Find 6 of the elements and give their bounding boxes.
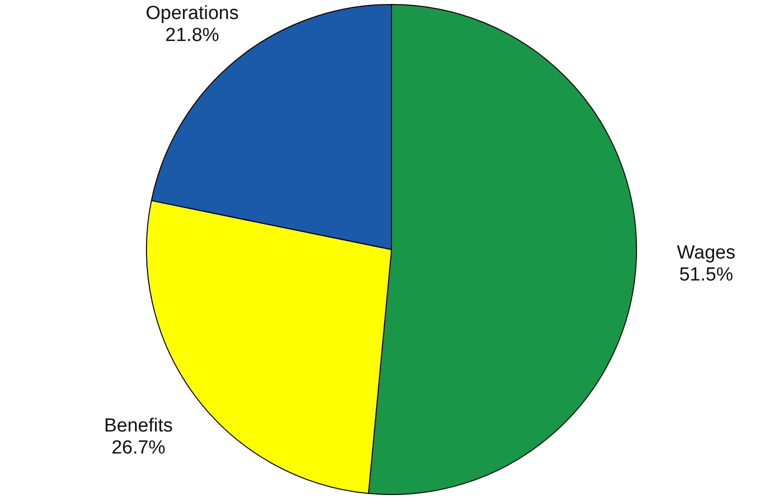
data-label: 51.5% (679, 264, 734, 286)
data-label: 21.8% (165, 25, 220, 46)
slice-label: Wages (676, 242, 736, 264)
slice-label: Benefits (104, 415, 173, 436)
data-label: 26.7% (111, 437, 166, 458)
slice-label: Operations (146, 3, 239, 24)
